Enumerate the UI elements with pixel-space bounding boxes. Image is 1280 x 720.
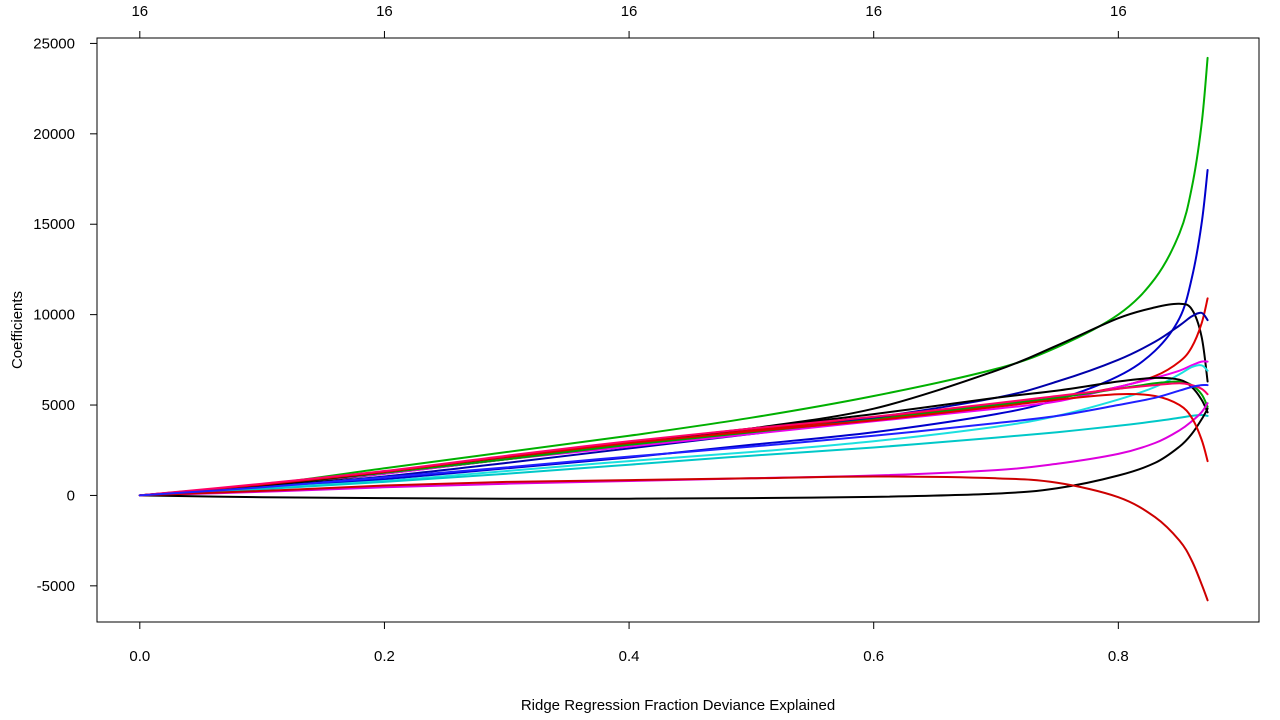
series-line [138,407,1209,500]
axis-layer: 0.0 0.2 0.4 0.6 0.8 16 16 16 16 16 -5000 0 5000 10000… [33,3,1128,665]
top-tick-label: 16 [376,3,393,20]
y-tick-label: 25000 [33,35,75,52]
x-tick-label: 0.0 [129,648,150,665]
y-axis-label: Coefficients [9,291,26,369]
y-tick-label: 0 [67,487,75,504]
top-tick-label: 16 [131,3,148,20]
x-axis-label: Ridge Regression Fraction Deviance Expla… [521,697,835,714]
x-tick-label: 0.8 [1108,648,1129,665]
top-tick-label: 16 [621,3,638,20]
series-layer [138,56,1209,602]
x-tick-label: 0.2 [374,648,395,665]
series-line [138,382,1209,497]
y-tick-label: 15000 [33,216,75,233]
series-line [138,414,1209,497]
series-line [138,360,1209,497]
series-line [138,383,1209,497]
y-tick-label: 5000 [42,397,75,414]
y-tick-label: 10000 [33,307,75,324]
top-tick-label: 16 [865,3,882,20]
plot-frame [96,37,1260,623]
series-line [138,169,1209,497]
top-tick-label: 16 [1110,3,1127,20]
y-tick-label: -5000 [37,578,75,595]
series-line [138,475,1209,602]
x-tick-label: 0.6 [863,648,884,665]
series-line [138,311,1209,497]
y-tick-label: 20000 [33,126,75,143]
x-tick-label: 0.4 [619,648,640,665]
series-line [138,56,1209,497]
